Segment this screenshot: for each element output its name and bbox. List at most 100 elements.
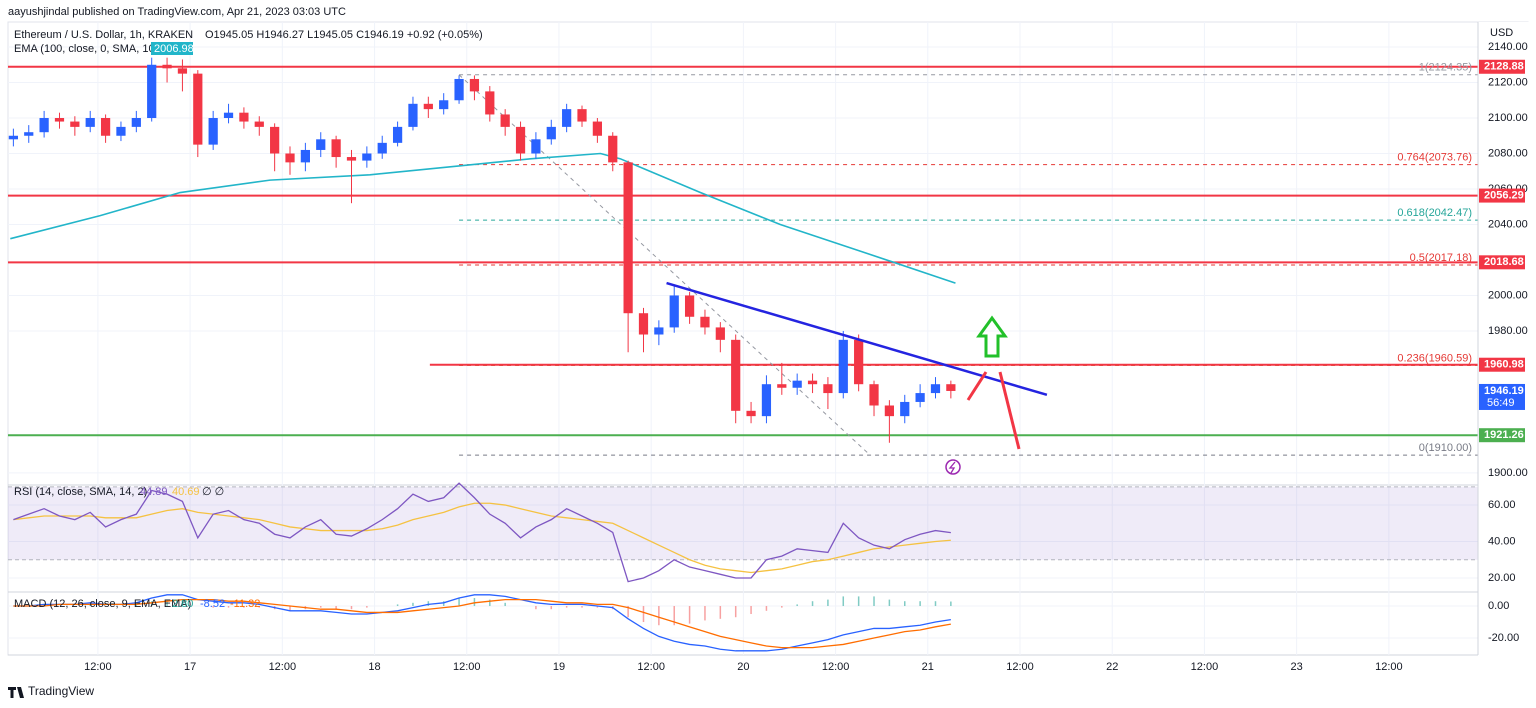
macd-name: MACD (12, 26, close, 9, EMA, EMA) [14, 598, 191, 610]
macd-histogram-bar [289, 606, 291, 611]
candle-body [362, 153, 372, 161]
candle-body [223, 112, 234, 119]
candle-body [869, 384, 879, 406]
candle-body [884, 405, 894, 417]
rsi-na: ∅ ∅ [202, 486, 224, 498]
macd-histogram-bar [535, 606, 537, 610]
candle-body [930, 384, 941, 394]
macd-histogram-bar [319, 606, 322, 608]
x-tick-label: 18 [368, 661, 380, 673]
macd-histogram-bar [642, 606, 645, 623]
candle-body [715, 327, 725, 340]
candle-body [162, 64, 172, 69]
ohlc-values: O1945.05 H1946.27 L1945.05 C1946.19 +0.9… [205, 29, 483, 41]
macd-histogram-bar [366, 606, 368, 608]
macd-histogram-bar [258, 606, 261, 608]
y-tick-label: 2000.00 [1488, 289, 1528, 301]
candle-body [515, 126, 526, 154]
price-axis: 2140.002120.002100.002080.002060.002040.… [1477, 22, 1536, 668]
candle-body [562, 109, 572, 127]
level-box [1479, 357, 1525, 372]
level-box [1479, 59, 1525, 74]
macd-histogram-bar [412, 602, 414, 607]
x-tick-label: 20 [737, 661, 749, 673]
candle-body [24, 132, 34, 136]
x-tick-label: 21 [922, 661, 934, 673]
candle-body [100, 118, 111, 136]
macd-hist-value: 2.80 [172, 598, 193, 610]
ema-value: 2006.98 [154, 43, 194, 55]
rsi-band [8, 486, 1478, 560]
fib-trend [458, 74, 871, 456]
brand: TradingView [28, 684, 94, 698]
candle-body [423, 103, 433, 110]
macd-histogram-bar [934, 601, 937, 607]
countdown-label: 56:49 [1487, 397, 1515, 409]
macd-histogram-bar [888, 599, 891, 607]
macd-histogram-bar [442, 601, 445, 607]
author-line: aayushjindal published on TradingView.co… [8, 6, 346, 18]
y-tick-label: 60.00 [1488, 499, 1516, 511]
x-tick-label: 19 [553, 661, 565, 673]
macd-histogram-bar [150, 601, 153, 607]
last-price-label: 1946.19 [1484, 385, 1524, 397]
candle-body [300, 149, 310, 163]
candle-body [792, 380, 802, 388]
ema-value-box [151, 42, 193, 55]
candle-body [807, 380, 818, 385]
red-path-up [966, 371, 988, 401]
macd-histogram-bar [166, 599, 168, 607]
macd-histogram-bar [704, 606, 706, 621]
macd-histogram-bar [243, 606, 245, 608]
candle-body [469, 78, 480, 92]
candle-body [946, 384, 956, 391]
candle-body [39, 118, 49, 133]
y-tick-label: 2140.00 [1488, 41, 1528, 53]
candle-body [377, 142, 387, 154]
y-tick-label: 1900.00 [1488, 467, 1528, 479]
candle-body [85, 118, 95, 127]
candle-body [254, 121, 264, 127]
rsi-ma-line [13, 502, 951, 574]
x-tick-label: 12:00 [1006, 661, 1034, 673]
x-tick-label: 12:00 [84, 661, 112, 673]
ema-line [10, 152, 956, 284]
candle-body [900, 401, 910, 417]
y-tick-label: 40.00 [1488, 535, 1516, 547]
macd-histogram-bar [550, 606, 553, 610]
macd-histogram-bar [458, 598, 460, 607]
currency: USD [1490, 27, 1513, 39]
macd-histogram-bar [181, 601, 184, 607]
rsi-name: RSI (14, close, SMA, 14, 2) [14, 486, 147, 498]
macd-histogram-bar [489, 599, 491, 607]
level-label: 2128.88 [1484, 61, 1524, 73]
macd-histogram-bar [473, 598, 476, 607]
plot: 1(2124.35) 0.764(2073.76) 0.618(2042.47) 0.… [8, 57, 1478, 652]
macd-histogram-bar [627, 606, 629, 618]
fib-label: 0(1910.00) [1419, 442, 1472, 454]
x-tick-label: 12:00 [269, 661, 297, 673]
candle-body [915, 393, 925, 402]
macd-histogram-bar [765, 606, 768, 611]
macd-histogram-bar [335, 606, 337, 610]
rsi-line [13, 482, 951, 583]
y-tick-label: 20.00 [1488, 572, 1516, 584]
macd-histogram-bar [873, 596, 875, 607]
y-tick-label: 2120.00 [1488, 76, 1528, 88]
x-tick-label: 12:00 [1375, 661, 1403, 673]
level-label: 1921.26 [1484, 429, 1524, 441]
x-tick-label: 12:00 [453, 661, 481, 673]
macd-histogram-bar [227, 606, 230, 608]
macd-histogram-bar [658, 606, 660, 626]
brand-logo [8, 687, 24, 698]
y-tick-label: 2080.00 [1488, 147, 1528, 159]
candle-body [546, 126, 556, 140]
rsi-ma-value: 40.69 [172, 486, 200, 498]
candle-body [500, 114, 510, 127]
red-path-down [998, 371, 1021, 450]
macd-histogram-bar [673, 606, 675, 626]
event-icon-bolt [948, 461, 956, 474]
event-icon[interactable] [945, 459, 961, 475]
macd-histogram-bar [734, 606, 737, 618]
